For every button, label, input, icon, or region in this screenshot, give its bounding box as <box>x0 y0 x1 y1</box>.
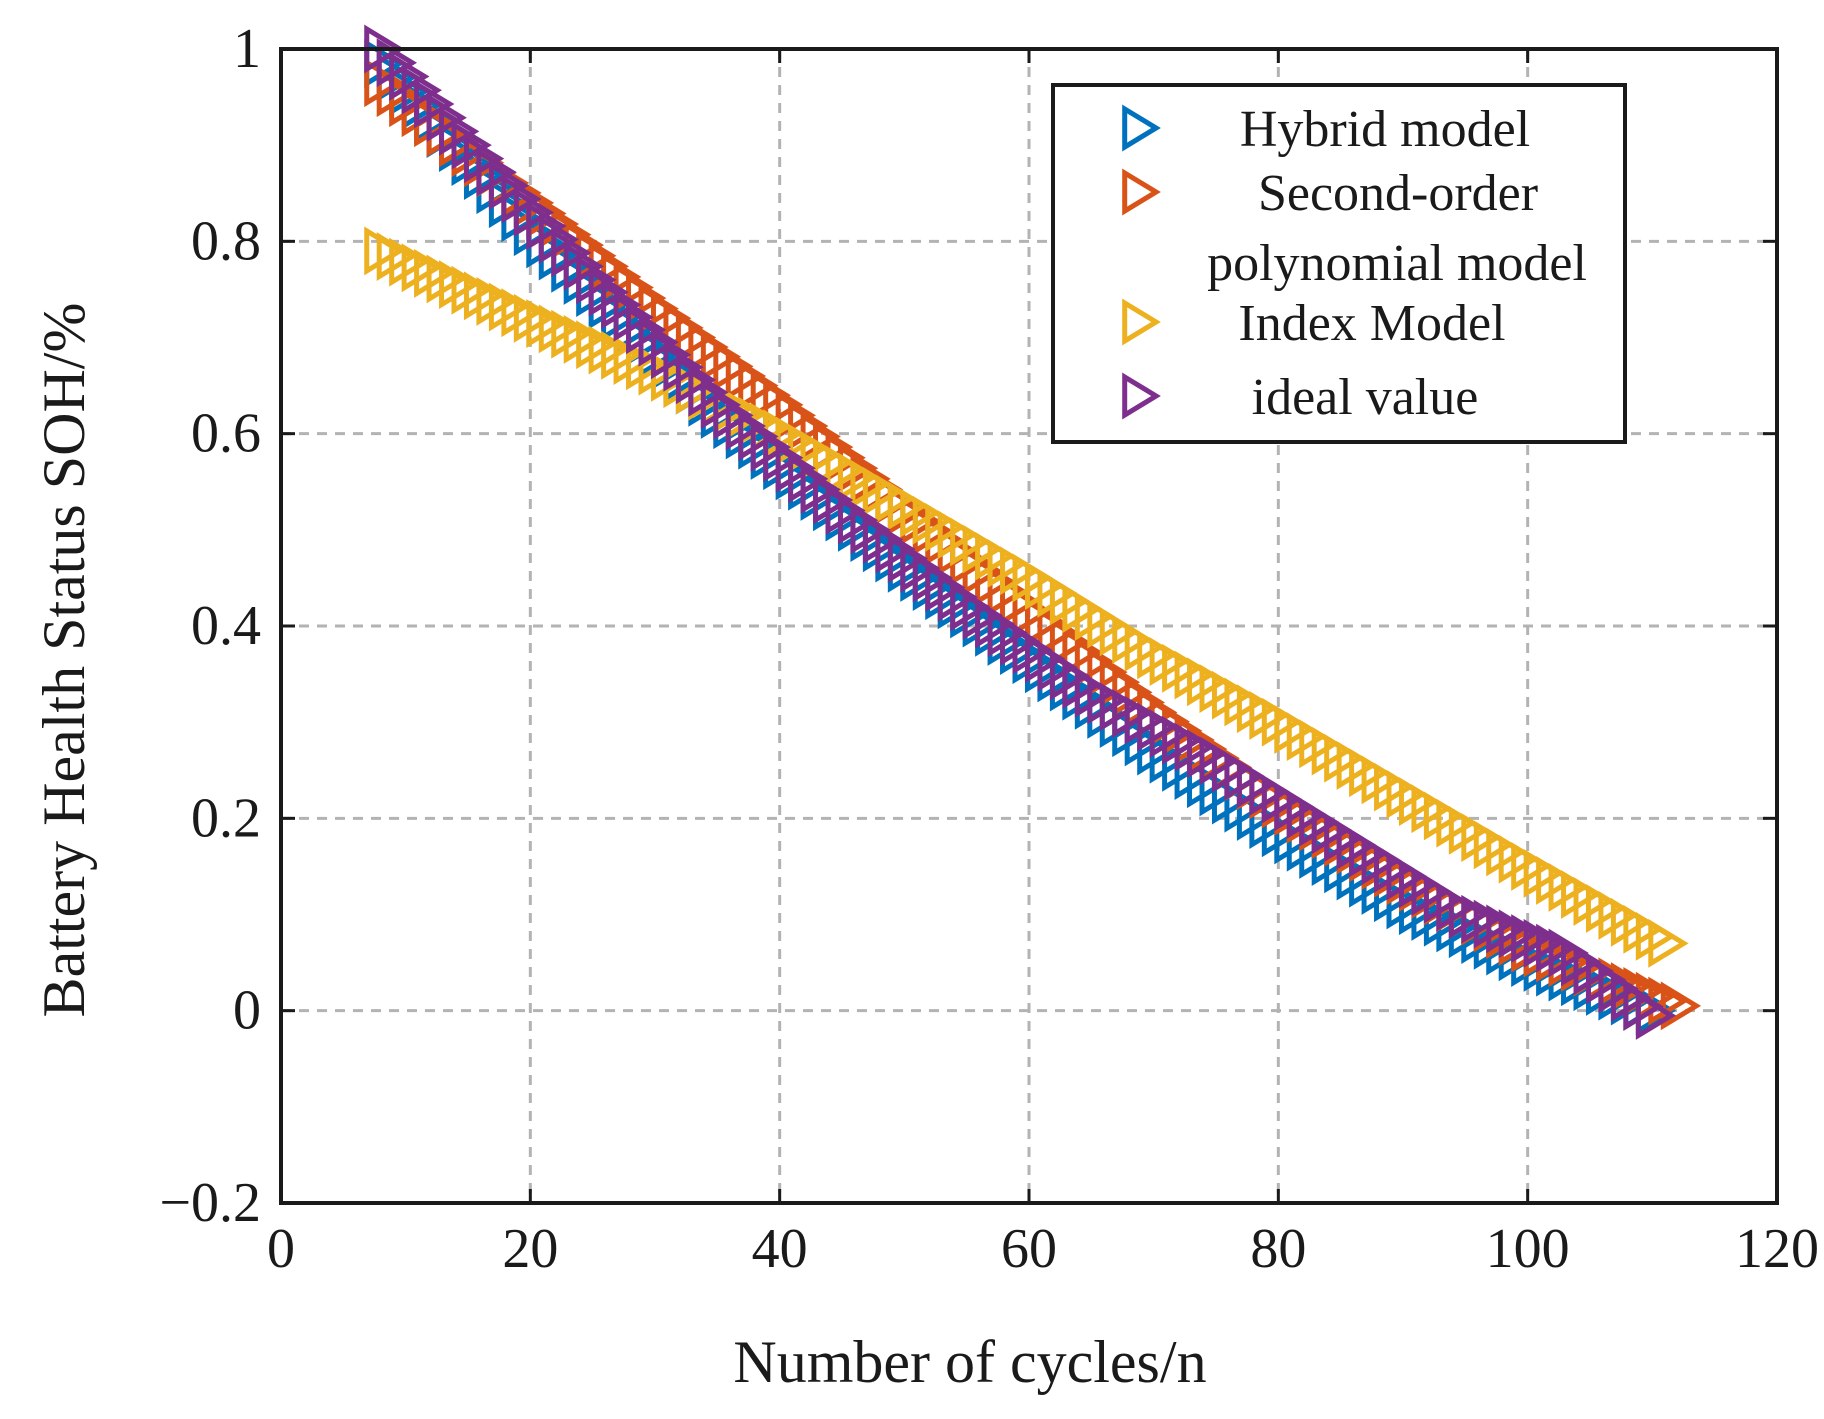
x-tick-label: 0 <box>267 1218 295 1280</box>
data-point-marker <box>700 380 742 430</box>
data-point-marker <box>650 330 692 380</box>
data-point-marker <box>775 443 816 493</box>
data-point-marker <box>688 367 729 417</box>
data-point-marker <box>763 433 804 483</box>
legend-marker <box>1122 372 1161 420</box>
data-point-marker <box>1635 991 1677 1040</box>
axis-ticks <box>279 47 1779 1205</box>
data-point-marker <box>526 201 567 251</box>
y-tick-label: 1 <box>233 18 261 80</box>
data-point-marker <box>389 52 430 101</box>
data-point-marker <box>1660 981 1702 1031</box>
data-point-marker <box>451 120 492 170</box>
data-point-marker <box>663 342 704 392</box>
data-point-marker <box>1648 918 1689 968</box>
y-axis-label: Battery Health Status SOH/% <box>31 303 97 1018</box>
legend-label: polynomial model <box>1207 235 1587 292</box>
y-tick-label: −0.2 <box>159 1172 261 1234</box>
data-point-marker <box>551 228 592 278</box>
data-point-marker <box>414 79 455 129</box>
tick-labels: 0 20 40 60 80 100 120−0.200.20.40.60.81 <box>159 18 1819 1280</box>
legend-marker <box>1122 104 1161 152</box>
data-point-marker <box>501 174 542 224</box>
data-point-marker <box>725 401 767 451</box>
data-point-marker <box>563 241 605 291</box>
legend-marker <box>1122 298 1161 346</box>
data-point-marker <box>638 317 679 367</box>
y-tick-label: 0.2 <box>191 787 261 849</box>
x-tick-label: 100 <box>1486 1218 1570 1280</box>
series-3-markers <box>364 24 1677 1040</box>
y-tick-label: 0.6 <box>191 403 261 465</box>
data-point-marker <box>576 255 617 305</box>
data-point-marker <box>713 390 754 440</box>
data-point-marker <box>463 134 505 184</box>
data-point-marker <box>601 280 642 330</box>
data-series <box>364 24 1702 1040</box>
x-tick-label: 80 <box>1250 1218 1306 1280</box>
y-tick-label: 0 <box>233 980 261 1042</box>
data-point-marker <box>426 93 467 143</box>
data-point-marker <box>813 475 854 525</box>
data-point-marker <box>738 412 779 461</box>
data-point-marker <box>750 422 792 472</box>
data-point-marker <box>613 292 654 342</box>
x-axis-label: Number of cycles/n <box>733 1329 1206 1395</box>
data-point-marker <box>788 454 829 504</box>
data-point-marker <box>439 106 480 156</box>
x-tick-label: 40 <box>752 1218 808 1280</box>
y-tick-label: 0.8 <box>191 210 261 272</box>
x-tick-label: 120 <box>1735 1218 1819 1280</box>
legend-label: Index Model <box>1238 295 1505 352</box>
legend-marker <box>1122 168 1161 216</box>
y-tick-label: 0.4 <box>191 595 261 657</box>
data-point-marker <box>588 267 629 317</box>
data-point-marker <box>513 188 555 237</box>
data-point-marker <box>376 38 418 88</box>
legend-box <box>1051 83 1627 444</box>
data-point-marker <box>763 380 804 430</box>
legend-label: Second-order <box>1258 165 1538 222</box>
x-tick-label: 60 <box>1001 1218 1057 1280</box>
series-2-markers <box>364 226 1689 968</box>
data-point-marker <box>488 161 530 210</box>
legend-label: ideal value <box>1252 369 1479 426</box>
data-point-marker <box>626 305 667 355</box>
data-point-marker <box>800 465 841 514</box>
data-point-marker <box>401 65 442 115</box>
legend-label: Hybrid model <box>1240 101 1530 158</box>
data-point-marker <box>476 147 517 197</box>
x-tick-label: 20 <box>502 1218 558 1280</box>
data-point-marker <box>538 214 580 264</box>
data-point-marker <box>675 355 717 405</box>
data-point-marker <box>775 390 816 440</box>
legend: Hybrid model Second-order polynomial model… <box>1051 83 1627 444</box>
